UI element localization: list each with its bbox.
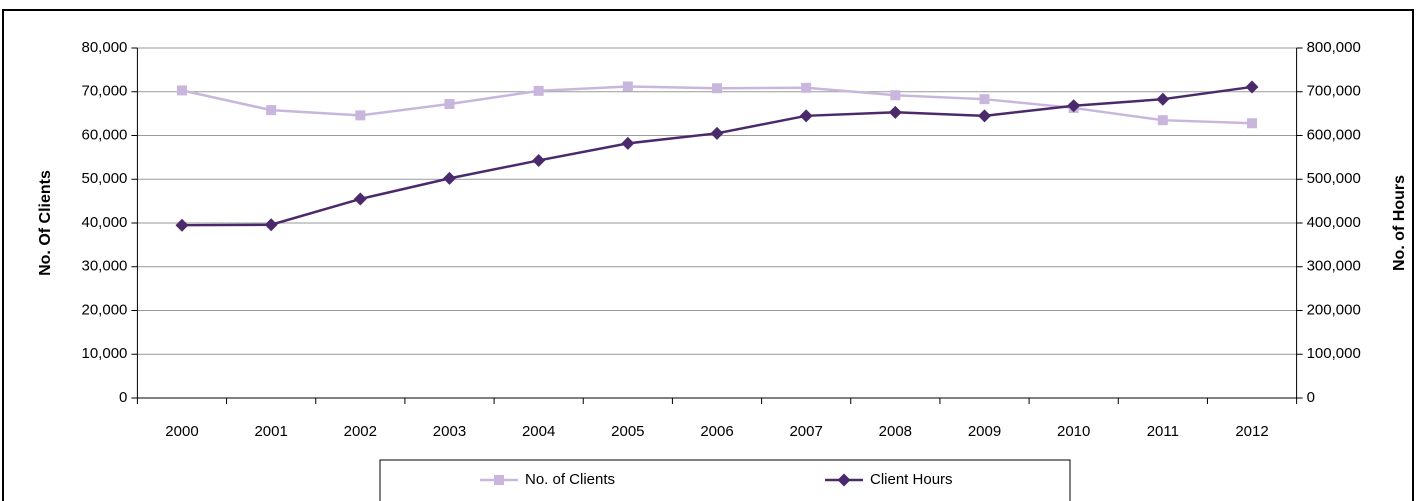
data-point — [355, 110, 366, 121]
data-point — [175, 218, 189, 232]
x-tick-label: 2006 — [700, 423, 733, 440]
data-point — [264, 218, 278, 232]
legend-label: Client Hours — [870, 471, 953, 488]
x-tick-label: 2005 — [611, 423, 644, 440]
x-tick-label: 2007 — [789, 423, 822, 440]
data-point — [888, 105, 902, 119]
data-point — [621, 136, 635, 150]
x-tick-label: 2004 — [522, 423, 555, 440]
y2-tick-label: 500,000 — [1307, 170, 1361, 187]
y2-tick-label: 0 — [1307, 389, 1315, 406]
y2-tick-label: 100,000 — [1307, 345, 1361, 362]
y-tick-label: 80,000 — [82, 39, 128, 56]
y-tick-label: 30,000 — [82, 258, 128, 275]
y-tick-label: 10,000 — [82, 345, 128, 362]
data-point — [532, 153, 546, 167]
data-point — [176, 85, 187, 96]
y2-tick-label: 300,000 — [1307, 258, 1361, 275]
y2-tick-label: 400,000 — [1307, 214, 1361, 231]
y2-axis-label: No. of Hours — [1391, 175, 1408, 271]
x-tick-label: 2011 — [1147, 423, 1179, 440]
y-tick-label: 20,000 — [82, 301, 128, 318]
x-tick-label: 2002 — [344, 423, 377, 440]
data-point — [710, 126, 724, 140]
data-point — [266, 105, 277, 116]
y-tick-label: 40,000 — [82, 214, 128, 231]
data-point — [1245, 80, 1259, 94]
data-point — [1157, 115, 1168, 126]
data-point — [442, 171, 456, 185]
legend-marker — [494, 475, 504, 485]
x-tick-label: 2009 — [968, 423, 1001, 440]
x-tick-label: 2010 — [1057, 423, 1090, 440]
data-point — [1247, 118, 1258, 129]
legend-marker — [837, 473, 851, 487]
y2-tick-label: 800,000 — [1307, 39, 1361, 56]
x-tick-label: 2012 — [1235, 423, 1268, 440]
x-tick-label: 2008 — [879, 423, 912, 440]
y-tick-label: 60,000 — [82, 126, 128, 143]
y-tick-label: 0 — [119, 389, 127, 406]
legend-label: No. of Clients — [525, 471, 615, 488]
data-point — [444, 99, 455, 109]
y2-tick-label: 200,000 — [1307, 301, 1361, 318]
x-tick-label: 2003 — [433, 423, 466, 440]
data-point — [533, 85, 544, 96]
data-point — [978, 109, 992, 123]
data-point — [712, 83, 722, 94]
x-tick-label: 2001 — [254, 423, 287, 440]
data-point — [890, 90, 901, 101]
data-point — [1067, 99, 1081, 113]
x-tick-label: 2000 — [165, 423, 198, 440]
data-point — [979, 94, 990, 105]
y-tick-label: 50,000 — [82, 170, 128, 187]
data-point — [353, 192, 367, 206]
data-point — [801, 82, 812, 93]
y-axis-label: No. Of Clients — [37, 170, 54, 276]
y-tick-label: 70,000 — [82, 83, 128, 100]
data-point — [799, 109, 813, 123]
data-point — [1156, 92, 1170, 106]
y2-tick-label: 600,000 — [1307, 126, 1361, 143]
data-point — [622, 81, 633, 92]
y2-tick-label: 700,000 — [1307, 83, 1361, 100]
